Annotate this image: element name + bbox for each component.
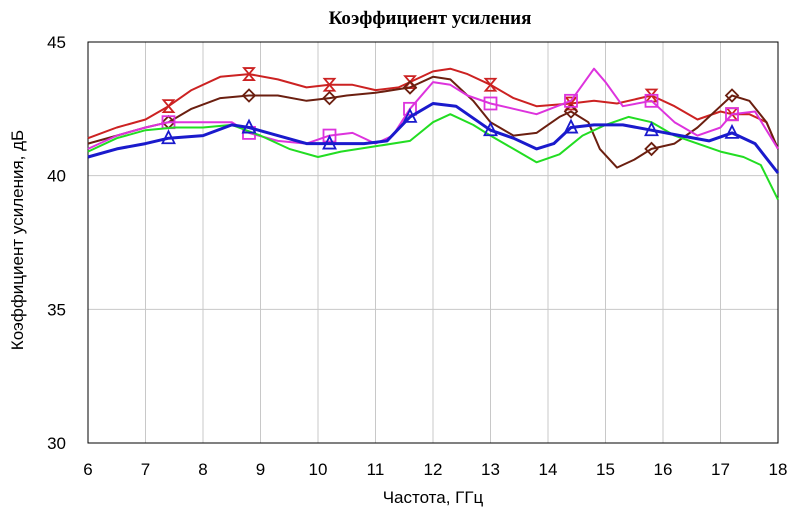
x-tick-label: 6 bbox=[83, 460, 92, 479]
x-tick-label: 8 bbox=[198, 460, 207, 479]
hourglass-marker bbox=[322, 77, 337, 92]
triangle-marker bbox=[161, 129, 176, 145]
series-line bbox=[87, 113, 779, 201]
y-tick-label: 40 bbox=[47, 167, 66, 186]
x-tick-label: 12 bbox=[424, 460, 443, 479]
triangle-marker bbox=[563, 118, 579, 134]
series-5 bbox=[87, 102, 780, 174]
diamond-marker bbox=[241, 88, 257, 103]
square-marker bbox=[403, 101, 417, 116]
y-tick-label: 30 bbox=[47, 434, 66, 453]
hourglass-marker bbox=[161, 99, 176, 114]
y-tick-label: 45 bbox=[47, 33, 66, 52]
triangle-marker bbox=[322, 134, 337, 150]
chart-title: Коэффициент усиления bbox=[328, 8, 532, 29]
x-tick-label: 13 bbox=[481, 460, 500, 479]
triangle-marker bbox=[724, 123, 740, 139]
square-marker bbox=[564, 93, 578, 108]
grid bbox=[88, 42, 778, 443]
diamond-marker bbox=[402, 80, 418, 95]
x-tick-label: 11 bbox=[367, 460, 385, 479]
triangle-marker bbox=[241, 118, 257, 134]
x-tick-label: 15 bbox=[596, 460, 615, 479]
diamond-marker bbox=[724, 88, 740, 103]
square-marker bbox=[483, 96, 498, 111]
diamond-marker bbox=[644, 141, 659, 157]
x-tick-label: 17 bbox=[711, 460, 730, 479]
hourglass-marker bbox=[242, 67, 256, 81]
series-group bbox=[87, 67, 780, 201]
x-tick-label: 18 bbox=[769, 460, 788, 479]
series-4 bbox=[87, 113, 779, 201]
diamond-marker bbox=[563, 104, 579, 119]
triangle-marker bbox=[644, 121, 659, 137]
triangle-marker bbox=[402, 107, 418, 123]
hourglass-marker bbox=[483, 77, 498, 92]
x-tick-label: 9 bbox=[256, 460, 265, 479]
plot-area-frame bbox=[87, 41, 779, 444]
square-marker bbox=[725, 107, 739, 122]
square-marker bbox=[322, 128, 337, 143]
x-tick-label: 10 bbox=[309, 460, 328, 479]
axis-ticks: 6 7 8 9 10 11 12 13 14 15 16 17 18 30 35 40 45 bbox=[47, 33, 787, 479]
x-tick-label: 7 bbox=[141, 460, 150, 479]
x-axis-label: Частота, ГГц bbox=[382, 488, 484, 507]
x-tick-label: 14 bbox=[539, 460, 558, 479]
series-line bbox=[87, 102, 780, 174]
diamond-marker bbox=[322, 90, 337, 106]
square-marker bbox=[644, 93, 659, 108]
series-line bbox=[87, 67, 779, 150]
y-tick-label: 35 bbox=[47, 300, 66, 319]
triangle-marker bbox=[483, 121, 498, 137]
x-tick-label: 16 bbox=[654, 460, 673, 479]
